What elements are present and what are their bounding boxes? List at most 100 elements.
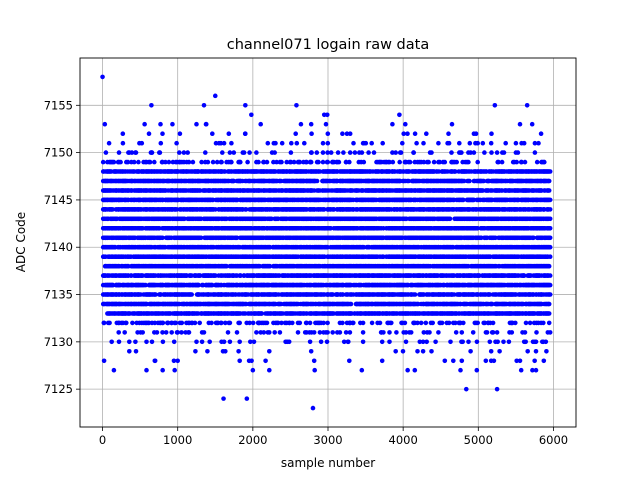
data-point bbox=[166, 159, 172, 165]
data-point bbox=[245, 159, 250, 165]
data-point bbox=[247, 150, 252, 155]
data-point bbox=[199, 339, 205, 345]
data-point bbox=[174, 140, 179, 146]
data-point bbox=[264, 159, 270, 165]
data-point bbox=[273, 140, 278, 146]
data-point bbox=[261, 330, 267, 335]
data-point bbox=[160, 131, 165, 136]
data-point bbox=[289, 140, 294, 146]
data-point bbox=[347, 131, 353, 136]
data-point bbox=[221, 140, 227, 146]
data-point bbox=[129, 150, 135, 155]
data-point bbox=[325, 330, 330, 335]
data-point bbox=[130, 320, 135, 326]
data-point bbox=[286, 339, 292, 345]
data-point bbox=[308, 121, 314, 127]
data-point bbox=[263, 358, 268, 364]
data-point bbox=[101, 358, 107, 364]
data-point bbox=[293, 131, 299, 136]
data-point bbox=[321, 320, 326, 326]
data-point bbox=[320, 150, 326, 155]
data-point bbox=[359, 150, 365, 155]
data-point bbox=[309, 131, 314, 136]
data-point bbox=[229, 140, 234, 146]
data-point bbox=[309, 150, 314, 155]
data-point bbox=[243, 131, 248, 136]
data-point bbox=[325, 320, 330, 326]
data-point bbox=[325, 131, 331, 136]
data-point bbox=[171, 339, 177, 345]
data-point bbox=[203, 150, 208, 155]
data-point bbox=[267, 330, 272, 335]
data-point bbox=[153, 292, 158, 297]
data-point bbox=[158, 140, 164, 146]
data-point bbox=[146, 131, 152, 136]
data-point bbox=[330, 330, 336, 335]
data-point bbox=[127, 339, 132, 345]
data-point bbox=[307, 320, 313, 326]
data-point bbox=[256, 159, 261, 165]
data-point bbox=[254, 150, 259, 155]
data-point bbox=[219, 159, 224, 165]
data-point bbox=[131, 159, 137, 165]
data-point bbox=[100, 159, 106, 165]
data-point bbox=[347, 358, 352, 364]
data-point bbox=[158, 121, 163, 127]
data-point bbox=[237, 358, 242, 364]
data-point bbox=[106, 140, 112, 146]
data-point bbox=[352, 150, 358, 155]
data-point bbox=[337, 330, 343, 335]
data-point bbox=[133, 349, 139, 354]
data-point bbox=[236, 349, 241, 354]
data-point bbox=[250, 320, 256, 326]
data-point bbox=[147, 159, 153, 165]
data-point bbox=[234, 330, 240, 335]
data-point bbox=[341, 150, 346, 155]
data-point bbox=[197, 320, 202, 326]
data-point bbox=[152, 159, 157, 165]
data-point bbox=[118, 159, 123, 165]
data-point bbox=[295, 330, 301, 335]
data-point bbox=[360, 330, 366, 335]
data-point bbox=[186, 330, 192, 335]
data-point bbox=[363, 140, 369, 146]
data-point bbox=[163, 330, 169, 335]
data-point bbox=[308, 159, 314, 165]
data-point bbox=[316, 159, 321, 165]
data-point bbox=[290, 320, 295, 326]
data-point bbox=[360, 339, 366, 345]
data-point bbox=[210, 159, 216, 165]
data-point bbox=[124, 320, 129, 326]
data-point bbox=[157, 150, 163, 155]
data-point bbox=[103, 150, 109, 155]
data-point bbox=[336, 159, 342, 165]
data-point bbox=[272, 150, 278, 155]
data-point bbox=[314, 178, 320, 184]
data-point bbox=[144, 367, 149, 373]
data-point bbox=[324, 339, 330, 345]
data-point bbox=[189, 292, 194, 297]
data-point bbox=[179, 330, 184, 335]
data-point bbox=[190, 159, 196, 165]
data-point bbox=[237, 339, 242, 345]
data-point bbox=[312, 367, 318, 373]
data-point bbox=[149, 339, 155, 345]
data-points bbox=[100, 74, 553, 411]
data-point bbox=[133, 339, 138, 345]
data-point bbox=[154, 330, 160, 335]
data-point bbox=[238, 159, 243, 165]
data-point bbox=[120, 140, 126, 146]
data-point bbox=[288, 150, 294, 155]
data-point bbox=[173, 320, 179, 326]
data-point bbox=[101, 320, 107, 326]
data-point bbox=[229, 159, 234, 165]
data-point bbox=[111, 159, 117, 165]
data-point bbox=[120, 131, 126, 136]
data-point bbox=[279, 159, 284, 165]
data-point bbox=[116, 330, 121, 335]
data-point bbox=[340, 320, 345, 326]
data-point bbox=[225, 330, 231, 335]
data-point bbox=[192, 320, 198, 326]
data-point bbox=[297, 320, 303, 326]
